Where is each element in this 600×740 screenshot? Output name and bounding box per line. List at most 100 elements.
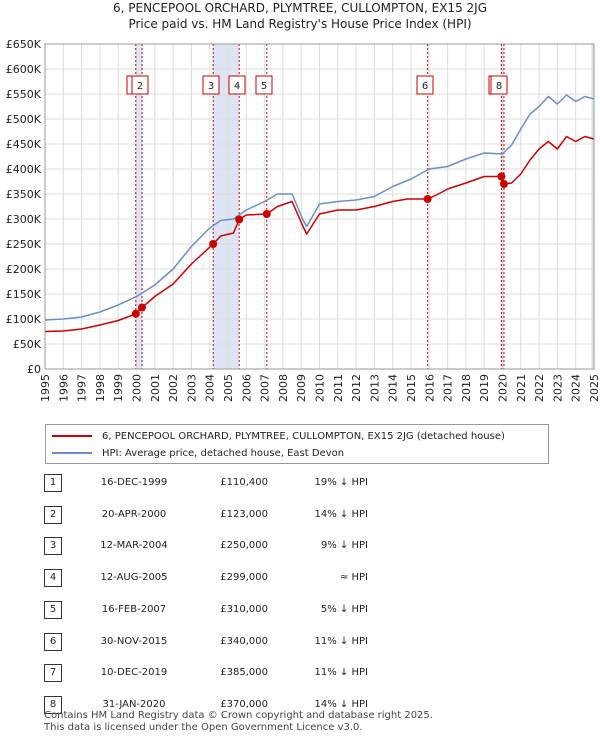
x-tick-label: 2006 bbox=[240, 374, 253, 402]
marker-box-4 bbox=[228, 75, 246, 95]
legend-swatch-hpi bbox=[52, 452, 92, 454]
series-line-hpi bbox=[44, 94, 595, 321]
transaction-date: 12-AUG-2005 bbox=[100, 572, 168, 584]
x-tick-label: 2008 bbox=[277, 374, 290, 402]
sale-period-band bbox=[135, 44, 142, 369]
footer-copyright: Contains HM Land Registry data © Crown c… bbox=[44, 710, 433, 721]
table-row: 7 10-DEC-2019 £385,000 11% ↓ HPI bbox=[44, 664, 384, 684]
x-tick-label: 2015 bbox=[405, 374, 418, 402]
marker-box-3 bbox=[202, 75, 220, 95]
x-tick-label: 1998 bbox=[94, 374, 107, 402]
x-tick-label: 2004 bbox=[204, 374, 217, 402]
legend-label-hpi: HPI: Average price, detached house, East… bbox=[102, 447, 345, 459]
legend-swatch-property bbox=[52, 435, 92, 437]
transaction-price: £250,000 bbox=[220, 540, 268, 552]
x-tick-label: 2025 bbox=[588, 374, 600, 402]
series-line-property bbox=[44, 135, 595, 333]
transaction-hpi-relation: 9% ↓ HPI bbox=[320, 540, 368, 552]
transaction-number: 3 bbox=[44, 537, 62, 556]
marker-label-5: 5 bbox=[261, 81, 267, 92]
marker-label-8: 8 bbox=[496, 81, 502, 92]
plot-frame bbox=[44, 43, 595, 370]
y-tick-label: £150K bbox=[6, 288, 42, 301]
x-tick-label: 1999 bbox=[112, 374, 125, 402]
transaction-date: 16-DEC-1999 bbox=[100, 477, 168, 488]
y-tick-label: £250K bbox=[6, 238, 42, 251]
x-tick-label: 2007 bbox=[259, 374, 272, 402]
transaction-date: 31-JAN-2020 bbox=[102, 698, 166, 710]
transaction-number: 7 bbox=[44, 664, 62, 683]
sale-point-7 bbox=[497, 172, 506, 181]
transaction-number: 8 bbox=[44, 695, 62, 714]
legend-item-property: 6, PENCEPOOL ORCHARD, PLYMTREE, CULLOMPT… bbox=[52, 428, 505, 444]
transaction-price: £110,400 bbox=[220, 477, 268, 488]
marker-label-3: 3 bbox=[208, 81, 214, 92]
transaction-number: 6 bbox=[44, 632, 62, 651]
x-tick-label: 2013 bbox=[368, 374, 381, 402]
y-tick-label: £350K bbox=[6, 188, 42, 201]
transaction-date: 16-FEB-2007 bbox=[101, 603, 167, 615]
marker-label-2: 2 bbox=[137, 81, 143, 92]
marker-box-8 bbox=[490, 75, 508, 95]
chart-subtitle: Price paid vs. HM Land Registry's House … bbox=[128, 17, 472, 31]
x-tick-label: 2010 bbox=[314, 374, 327, 402]
x-tick-label: 2020 bbox=[497, 374, 510, 402]
table-row: 5 16-FEB-2007 £310,000 5% ↓ HPI bbox=[44, 600, 384, 621]
y-tick-label: £450K bbox=[6, 138, 42, 151]
y-tick-label: £600K bbox=[6, 63, 42, 76]
x-tick-label: 1997 bbox=[76, 374, 89, 402]
y-tick-label: £650K bbox=[6, 38, 42, 51]
marker-box-6 bbox=[416, 75, 434, 95]
transaction-date: 20-APR-2000 bbox=[101, 508, 167, 520]
y-tick-label: £300K bbox=[6, 213, 42, 226]
transaction-number: 4 bbox=[44, 569, 62, 588]
y-tick-label: £0 bbox=[27, 363, 41, 376]
transaction-price: £310,000 bbox=[220, 603, 268, 615]
sale-period-band bbox=[213, 44, 240, 369]
table-row: 4 12-AUG-2005 £299,000 ≈ HPI bbox=[44, 569, 384, 589]
transaction-hpi-relation: 14% ↓ HPI bbox=[314, 698, 368, 710]
transaction-price: £370,000 bbox=[220, 698, 268, 710]
x-tick-label: 2024 bbox=[570, 374, 583, 402]
transaction-hpi-relation: 11% ↓ HPI bbox=[314, 667, 368, 679]
legend-item-hpi: HPI: Average price, detached house, East… bbox=[52, 445, 344, 461]
x-tick-label: 2022 bbox=[533, 374, 546, 402]
sale-point-2 bbox=[137, 303, 146, 312]
transaction-hpi-relation: 19% ↓ HPI bbox=[314, 477, 368, 488]
legend-label-property: 6, PENCEPOOL ORCHARD, PLYMTREE, CULLOMPT… bbox=[102, 430, 505, 442]
transaction-price: £123,000 bbox=[220, 508, 268, 520]
transaction-price: £340,000 bbox=[220, 635, 268, 647]
transaction-number: 1 bbox=[44, 474, 62, 492]
sale-point-3 bbox=[209, 240, 218, 248]
x-tick-label: 2011 bbox=[332, 374, 345, 402]
footer-licence: This data is licensed under the Open Gov… bbox=[44, 722, 363, 733]
table-row: 8 31-JAN-2020 £370,000 14% ↓ HPI bbox=[44, 695, 384, 716]
x-tick-label: 2003 bbox=[185, 374, 198, 402]
x-tick-label: 2023 bbox=[551, 374, 564, 402]
table-row: 3 12-MAR-2004 £250,000 9% ↓ HPI bbox=[44, 537, 384, 557]
transaction-date: 10-DEC-2019 bbox=[100, 667, 168, 679]
forecast-band bbox=[591, 44, 594, 369]
transaction-hpi-relation: 11% ↓ HPI bbox=[314, 635, 368, 647]
transaction-date: 30-NOV-2015 bbox=[100, 635, 168, 647]
transaction-hpi-relation: 14% ↓ HPI bbox=[314, 508, 368, 520]
sale-point-4 bbox=[235, 215, 244, 224]
chart-legend: 6, PENCEPOOL ORCHARD, PLYMTREE, CULLOMPT… bbox=[45, 424, 549, 464]
transaction-number: 5 bbox=[44, 600, 62, 619]
x-tick-label: 2000 bbox=[131, 374, 144, 402]
y-tick-label: £550K bbox=[6, 88, 42, 101]
x-tick-label: 2014 bbox=[387, 374, 400, 402]
x-tick-label: 2005 bbox=[222, 374, 235, 402]
x-tick-label: 2021 bbox=[515, 374, 528, 402]
transaction-date: 12-MAR-2004 bbox=[100, 540, 168, 552]
transaction-hpi-relation: 5% ↓ HPI bbox=[320, 603, 368, 615]
sale-point-1 bbox=[131, 309, 140, 318]
sale-point-6 bbox=[423, 195, 432, 203]
price-chart: £0 £50K £100K £150K £200K £250K £300K £350K £400… bbox=[6, 38, 600, 402]
marker-box-2 bbox=[131, 75, 149, 95]
x-tick-label: 2017 bbox=[442, 374, 455, 402]
x-tick-label: 2002 bbox=[167, 374, 180, 402]
x-tick-label: 2009 bbox=[295, 374, 308, 402]
x-tick-label: 2018 bbox=[460, 374, 473, 402]
x-tick-label: 2001 bbox=[149, 374, 162, 402]
